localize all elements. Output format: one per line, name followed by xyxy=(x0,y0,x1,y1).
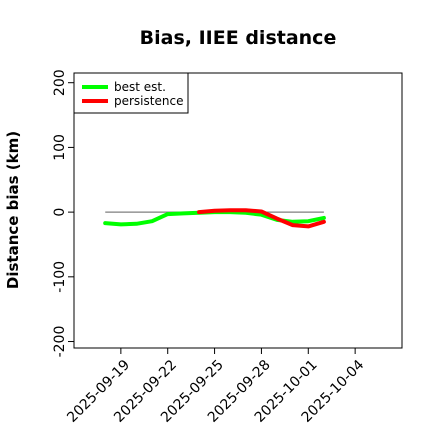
chart-title: Bias, IIEE distance xyxy=(140,27,337,49)
series-layer xyxy=(103,208,326,229)
series-line-persistence xyxy=(197,208,326,229)
y-tick-label: 200 xyxy=(52,69,68,96)
y-tick-label: 0 xyxy=(52,208,68,217)
legend-box xyxy=(73,72,189,114)
y-axis-label: Distance bias (km) xyxy=(4,131,22,289)
y-tick-label: -100 xyxy=(52,261,68,293)
legend-label-persistence: persistence xyxy=(114,94,183,108)
axes: -200-10001002002025-09-192025-09-222025-… xyxy=(52,69,367,425)
legend-label-best-est: best est. xyxy=(114,80,166,94)
y-tick-label: 100 xyxy=(52,134,68,161)
legend: best est.persistence xyxy=(73,72,189,114)
plot-frame xyxy=(73,72,403,349)
y-tick-label: -200 xyxy=(52,326,68,358)
